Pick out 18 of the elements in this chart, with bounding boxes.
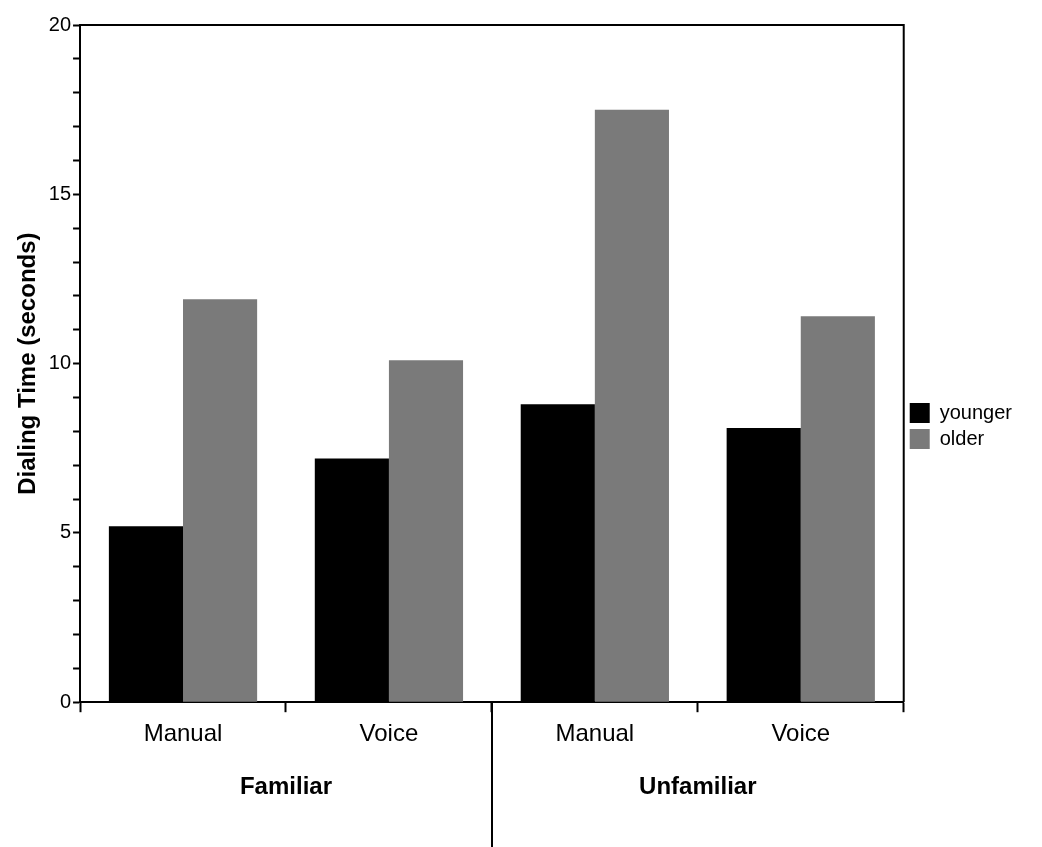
y-tick-label: 10 [48, 351, 72, 374]
bar [594, 109, 669, 702]
x-tick-label: Manual [143, 719, 223, 747]
bar [388, 360, 464, 702]
legend-label: older [939, 426, 985, 449]
legend-label: younger [939, 400, 1013, 423]
y-tick-label: 0 [59, 689, 72, 712]
y-tick-label: 5 [59, 520, 72, 543]
x-tick-label: Voice [359, 719, 419, 747]
bar [183, 299, 258, 702]
x-tick-label: Voice [771, 719, 831, 747]
y-tick-label: 20 [48, 12, 72, 35]
y-tick-label: 15 [48, 181, 72, 204]
bar [800, 316, 875, 702]
x-tick-label: Manual [555, 719, 635, 747]
text: Unfamiliar [639, 771, 757, 799]
text: Familiar [239, 771, 332, 799]
y-axis-title: Dialing Time (seconds) [13, 232, 41, 495]
